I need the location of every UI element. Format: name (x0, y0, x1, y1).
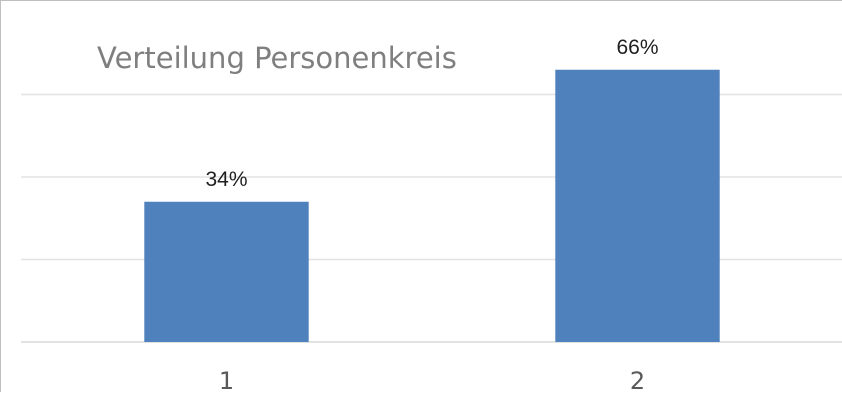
x-tick-label-1: 1 (219, 367, 234, 393)
x-tick-label-2: 2 (630, 367, 645, 393)
bars (144, 69, 720, 342)
chart-title: Verteilung Personenkreis (97, 41, 457, 75)
data-label-2: 66% (616, 36, 658, 59)
bar-2 (555, 69, 720, 342)
data-label-1: 34% (205, 168, 247, 191)
data-labels: 34% 66% (205, 36, 658, 191)
bar-1 (144, 201, 309, 342)
